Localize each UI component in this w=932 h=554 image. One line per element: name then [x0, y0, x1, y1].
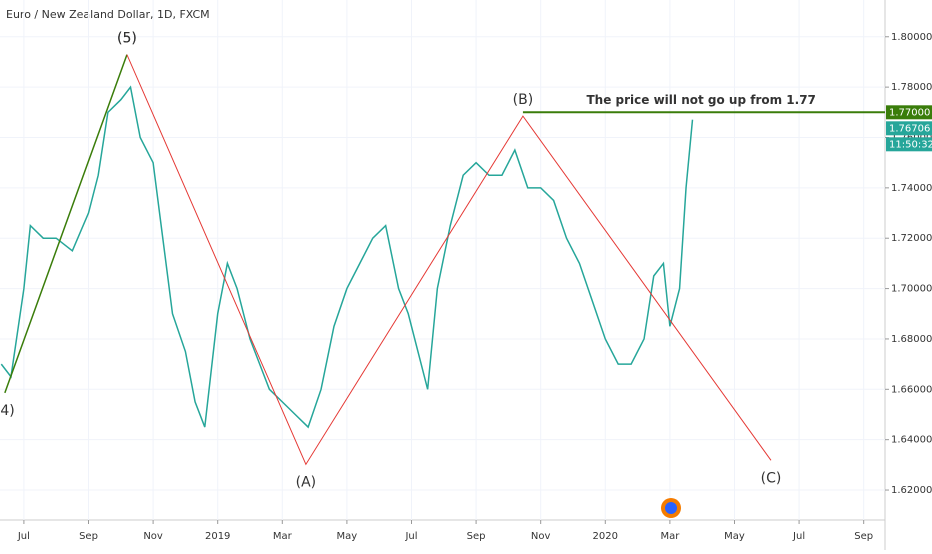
y-tick-label: 1.78000	[891, 82, 932, 93]
y-tick-label: 1.66000	[891, 384, 932, 395]
x-tick-label: Mar	[273, 531, 293, 542]
x-tick-label: 2019	[205, 531, 230, 542]
x-tick-label: Jul	[792, 531, 805, 542]
chart-title: Euro / New Zealand Dollar, 1D, FXCM	[6, 8, 210, 21]
event-icon[interactable]	[661, 498, 681, 518]
y-tick-label: 1.72000	[891, 233, 932, 244]
y-tick-label: 1.74000	[891, 183, 932, 194]
x-tick-label: Sep	[854, 531, 873, 542]
x-tick-label: May	[724, 531, 745, 542]
x-tick-label: Mar	[660, 531, 680, 542]
y-tick-label: 1.68000	[891, 334, 932, 345]
wave-label: (C)	[761, 470, 782, 486]
y-tick-label: 1.80000	[891, 32, 932, 43]
wave-label: (B)	[513, 92, 534, 108]
x-tick-label: Jul	[404, 531, 417, 542]
x-tick-label: Nov	[531, 531, 551, 542]
x-tick-label: May	[337, 531, 358, 542]
wave-label: (5)	[117, 31, 137, 47]
series-line	[126, 54, 772, 466]
series-line	[4, 54, 128, 394]
x-tick-label: 2020	[593, 531, 618, 542]
countdown-tag	[886, 137, 932, 152]
price-tag-label: 1.76706	[889, 123, 930, 134]
countdown-label: 11:50:32	[889, 139, 932, 150]
y-tick-label: 1.64000	[891, 435, 932, 446]
y-tick-label: 1.62000	[891, 485, 932, 496]
price-tag	[886, 105, 932, 120]
icon-inner[interactable]	[665, 502, 677, 514]
annotation: The price will not go up from 1.77	[587, 93, 816, 107]
y-tick-label: 1.70000	[891, 284, 932, 295]
series-line	[0, 85, 694, 429]
wave-label: (A)	[296, 474, 317, 490]
x-tick-label: Sep	[79, 531, 98, 542]
wave-label: (5)	[117, 31, 137, 47]
x-tick-label: Jul	[17, 531, 30, 542]
wave-label: (4)	[0, 403, 15, 419]
x-tick-label: Nov	[143, 531, 163, 542]
price-tag-label: 1.77000	[889, 107, 930, 118]
x-tick-label: Sep	[467, 531, 486, 542]
price-tag	[886, 121, 932, 136]
